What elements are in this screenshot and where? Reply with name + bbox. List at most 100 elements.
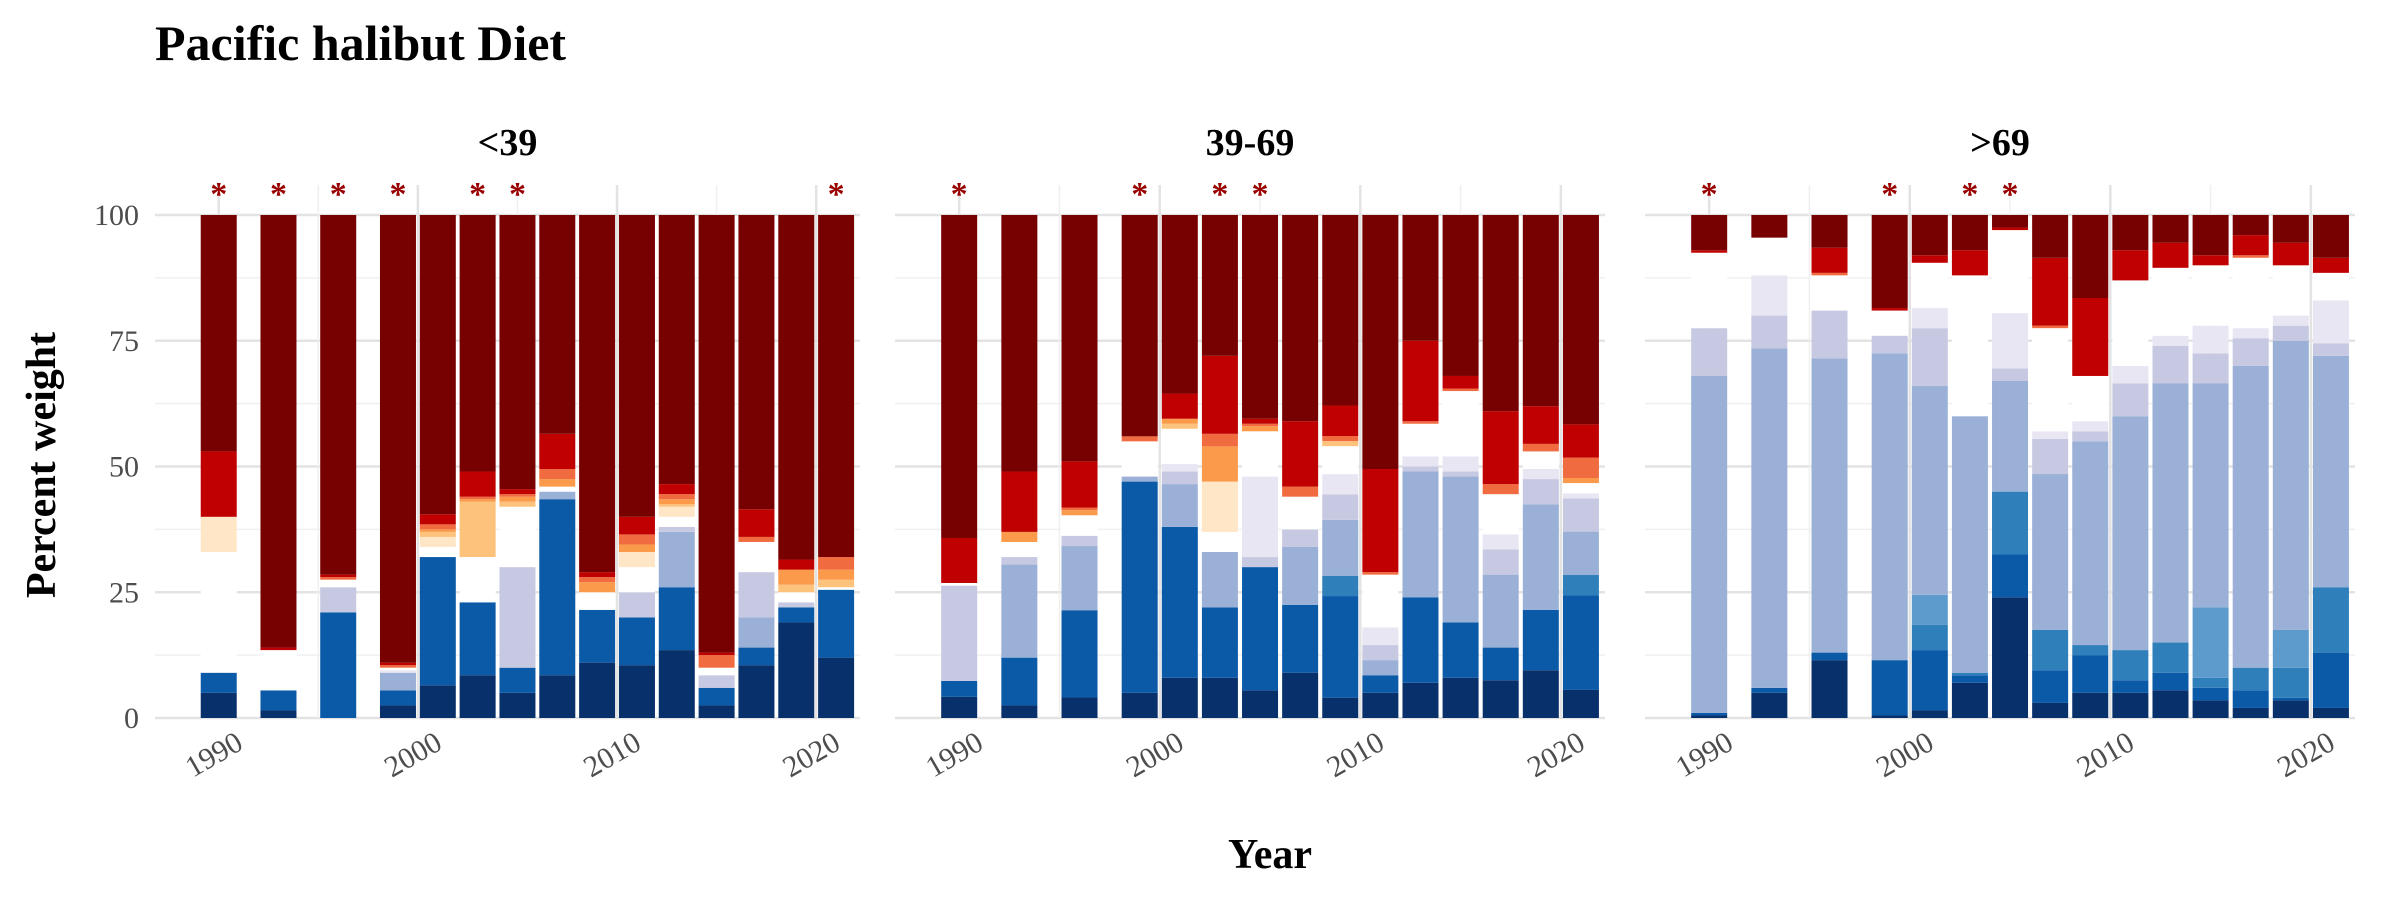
bar-segment: [1121, 692, 1158, 718]
bar-segment: [499, 494, 536, 497]
bar-segment: [1911, 650, 1948, 711]
significance-star: *: [951, 176, 968, 213]
bar-segment: [1282, 486, 1319, 497]
bar-segment: [539, 433, 576, 470]
bar-segment: [2032, 670, 2069, 703]
bar-segment: [1522, 215, 1559, 407]
bar-segment: [1482, 494, 1519, 535]
bar-segment: [1242, 215, 1279, 419]
stacked-bar: [1482, 215, 1519, 718]
bar-segment: [1201, 552, 1238, 608]
bar-segment: [698, 667, 735, 676]
bar-segment: [320, 612, 357, 718]
bar-segment: [499, 489, 536, 495]
bar-segment: [2152, 242, 2189, 268]
x-axis-title: Year: [1228, 832, 1312, 878]
bar-segment: [320, 577, 357, 580]
bar-segment: [2232, 365, 2269, 668]
stacked-bar: [419, 215, 456, 718]
stacked-bar: [1061, 215, 1098, 718]
bar-segment: [459, 215, 496, 472]
significance-star: *: [1961, 176, 1978, 213]
bar-segment: [2192, 215, 2229, 256]
bar-segment: [2192, 607, 2229, 678]
bar-segment: [2272, 667, 2309, 698]
bar-segment: [2072, 215, 2109, 298]
bar-segment: [2272, 629, 2309, 668]
bar-segment: [1402, 597, 1439, 683]
facet-title: 39-69: [1206, 122, 1295, 164]
bar-segment: [2112, 692, 2149, 718]
bar-segment: [1871, 310, 1908, 336]
bar-segment: [2272, 697, 2309, 701]
bar-segment: [1001, 541, 1038, 558]
bar-segment: [1061, 215, 1098, 462]
bar-segment: [2152, 215, 2189, 243]
bar-segment: [1482, 680, 1519, 718]
bar-segment: [1161, 526, 1198, 678]
significance-star: *: [469, 176, 486, 213]
bar-segment: [1871, 335, 1908, 354]
bar-segment: [618, 592, 655, 618]
bar-segment: [2152, 335, 2189, 346]
bar-segment: [1121, 441, 1158, 477]
bar-segment: [2192, 265, 2229, 326]
bar-segment: [1811, 215, 1848, 248]
bar-segment: [698, 215, 735, 653]
bar-segment: [618, 544, 655, 553]
bar-segment: [2152, 345, 2189, 384]
bar-segment: [778, 559, 815, 570]
bar-segment: [1871, 353, 1908, 661]
bar-segment: [941, 215, 978, 538]
bar-segment: [1691, 250, 1728, 253]
bar-segment: [1951, 675, 1988, 683]
bar-segment: [2312, 343, 2349, 356]
bar-segment: [1811, 652, 1848, 661]
bar-segment: [1242, 690, 1279, 718]
bar-segment: [459, 602, 496, 676]
significance-star: *: [1211, 176, 1228, 213]
bar-segment: [459, 501, 496, 558]
bar-segment: [1061, 510, 1098, 516]
bar-segment: [2072, 431, 2109, 442]
bar-segment: [459, 675, 496, 718]
bar-segment: [499, 506, 536, 568]
bar-segment: [1522, 469, 1559, 480]
bar-segment: [1402, 471, 1439, 598]
bar-segment: [1522, 504, 1559, 610]
bar-segment: [698, 652, 735, 656]
bar-segment: [1442, 622, 1479, 678]
chart-title: Pacific halibut Diet: [155, 15, 566, 71]
bar-segment: [379, 705, 416, 718]
bar-segment: [738, 617, 775, 648]
bar-segment: [1201, 607, 1238, 678]
bar-segment: [419, 557, 456, 686]
bar-segment: [1562, 424, 1599, 458]
bar-segment: [1992, 554, 2029, 598]
bar-segment: [499, 215, 536, 490]
bar-segment: [499, 501, 536, 507]
bar-segment: [818, 569, 855, 580]
bar-segment: [320, 587, 357, 613]
stacked-bar: [778, 215, 815, 718]
bar-segment: [2072, 375, 2109, 422]
bar-segment: [539, 491, 576, 500]
bar-segment: [2232, 328, 2269, 339]
bar-segment: [2072, 645, 2109, 656]
stacked-bar: [2032, 215, 2069, 718]
bar-segment: [778, 602, 815, 608]
bar-segment: [1562, 477, 1599, 484]
bar-segment: [1362, 469, 1399, 573]
bar-segment: [618, 215, 655, 517]
bar-segment: [778, 584, 815, 593]
bar-segment: [2032, 474, 2069, 630]
stacked-bar: [2312, 215, 2349, 718]
bar-segment: [738, 647, 775, 666]
bar-segment: [658, 516, 695, 527]
bar-segment: [1201, 355, 1238, 434]
bar-segment: [818, 589, 855, 658]
bar-segment: [1562, 215, 1599, 425]
bar-segment: [1811, 272, 1848, 276]
bar-segment: [658, 504, 695, 507]
